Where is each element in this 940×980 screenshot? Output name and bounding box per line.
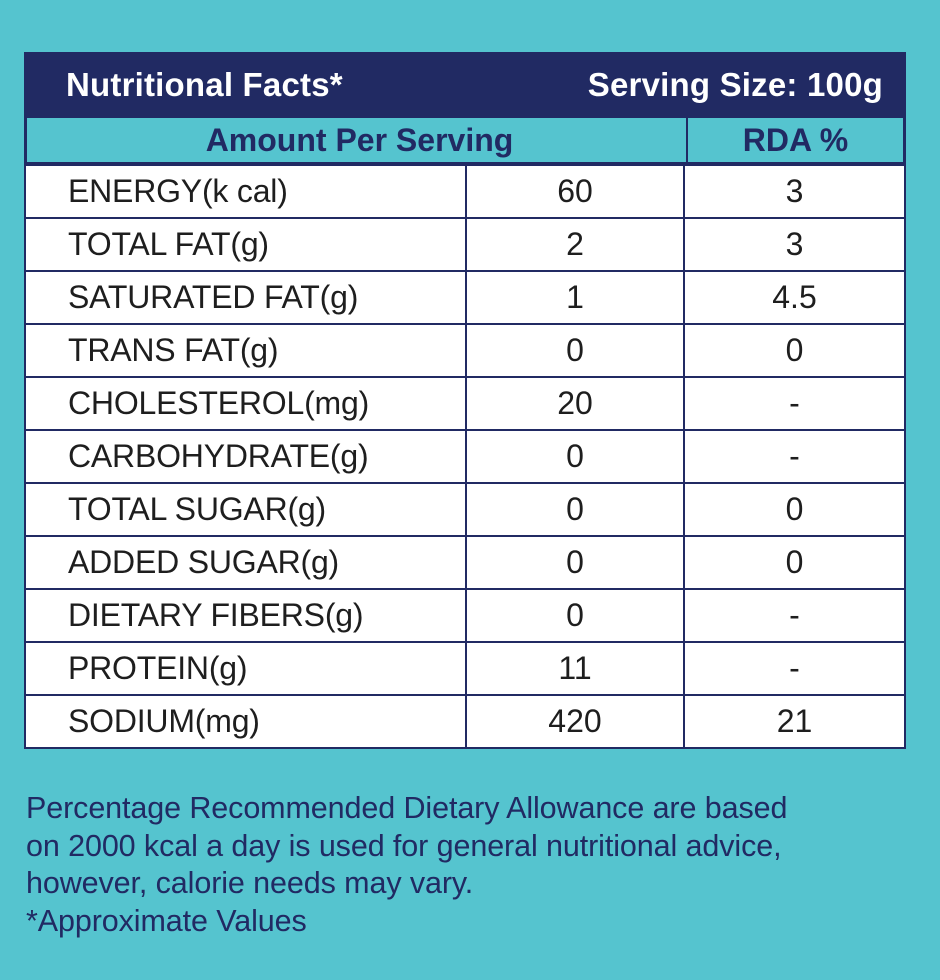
footnote: Percentage Recommended Dietary Allowance… — [26, 790, 916, 940]
nutrient-name: TRANS FAT(g) — [24, 323, 467, 378]
nutrient-name: DIETARY FIBERS(g) — [24, 588, 467, 643]
rda-column-header: RDA % — [686, 118, 903, 162]
nutrient-rda: 3 — [683, 217, 906, 272]
nutrient-rda: - — [683, 429, 906, 484]
footnote-line: on 2000 kcal a day is used for general n… — [26, 828, 782, 863]
nutrient-rda: - — [683, 588, 906, 643]
nutrient-name: ENERGY(k cal) — [24, 164, 467, 219]
nutrient-rda: - — [683, 641, 906, 696]
table-row: CARBOHYDRATE(g) 0- — [24, 429, 906, 484]
nutrient-name: TOTAL SUGAR(g) — [24, 482, 467, 537]
table-row: SATURATED FAT(g) 1 4.5 — [24, 270, 906, 325]
nutrient-rda: 0 — [683, 482, 906, 537]
nutrient-amount: 0 — [465, 588, 685, 643]
nutrient-name: TOTAL FAT(g) — [24, 217, 467, 272]
nutrient-amount: 11 — [465, 641, 685, 696]
nutrient-rda: 21 — [683, 694, 906, 749]
nutrient-name: SATURATED FAT(g) — [24, 270, 467, 325]
nutrient-name: CHOLESTEROL(mg) — [24, 376, 467, 431]
nutrient-amount: 420 — [465, 694, 685, 749]
nutrient-rda: 3 — [683, 164, 906, 219]
table-row: TOTAL SUGAR(g) 0 0 — [24, 482, 906, 537]
nutrition-table: ENERGY(k cal) 60 3 TOTAL FAT(g) 2 3 SATURATED … — [24, 164, 906, 749]
table-row: PROTEIN(g) 11- — [24, 641, 906, 696]
nutrient-amount: 60 — [465, 164, 685, 219]
nutrient-name: ADDED SUGAR(g) — [24, 535, 467, 590]
table-row: ENERGY(k cal) 60 3 — [24, 164, 906, 219]
nutrient-amount: 0 — [465, 482, 685, 537]
nutrient-rda: 0 — [683, 535, 906, 590]
table-row: TOTAL FAT(g) 2 3 — [24, 217, 906, 272]
nutrition-facts-panel: Nutritional Facts* Serving Size: 100g Am… — [24, 52, 906, 749]
table-row: SODIUM(mg) 420 21 — [24, 694, 906, 749]
nutrient-rda: - — [683, 376, 906, 431]
nutrient-amount: 20 — [465, 376, 685, 431]
nutrient-name: SODIUM(mg) — [24, 694, 467, 749]
column-header-row: Amount Per Serving RDA % — [24, 118, 906, 164]
nutrient-amount: 0 — [465, 535, 685, 590]
nutrition-table-body: ENERGY(k cal) 60 3 TOTAL FAT(g) 2 3 SATURATED … — [24, 164, 906, 749]
nutrient-amount: 0 — [465, 323, 685, 378]
nutrient-rda: 4.5 — [683, 270, 906, 325]
nutrient-name: PROTEIN(g) — [24, 641, 467, 696]
approximate-values-note: *Approximate Values — [26, 903, 307, 938]
table-row: TRANS FAT(g) 0 0 — [24, 323, 906, 378]
nutrient-amount: 1 — [465, 270, 685, 325]
table-row: ADDED SUGAR(g) 0 0 — [24, 535, 906, 590]
nutrient-amount: 0 — [465, 429, 685, 484]
table-row: CHOLESTEROL(mg) 20- — [24, 376, 906, 431]
nutrient-amount: 2 — [465, 217, 685, 272]
nutrient-rda: 0 — [683, 323, 906, 378]
table-row: DIETARY FIBERS(g) 0- — [24, 588, 906, 643]
panel-title: Nutritional Facts* — [66, 66, 343, 103]
footnote-line: however, calorie needs may vary. — [26, 866, 474, 900]
nutrient-name: CARBOHYDRATE(g) — [24, 429, 467, 484]
footnote-line: Percentage Recommended Dietary Allowance… — [26, 791, 788, 825]
header-bar: Nutritional Facts* Serving Size: 100g — [24, 52, 906, 118]
amount-column-header: Amount Per Serving — [205, 122, 514, 158]
serving-size: Serving Size: 100g — [587, 66, 883, 103]
